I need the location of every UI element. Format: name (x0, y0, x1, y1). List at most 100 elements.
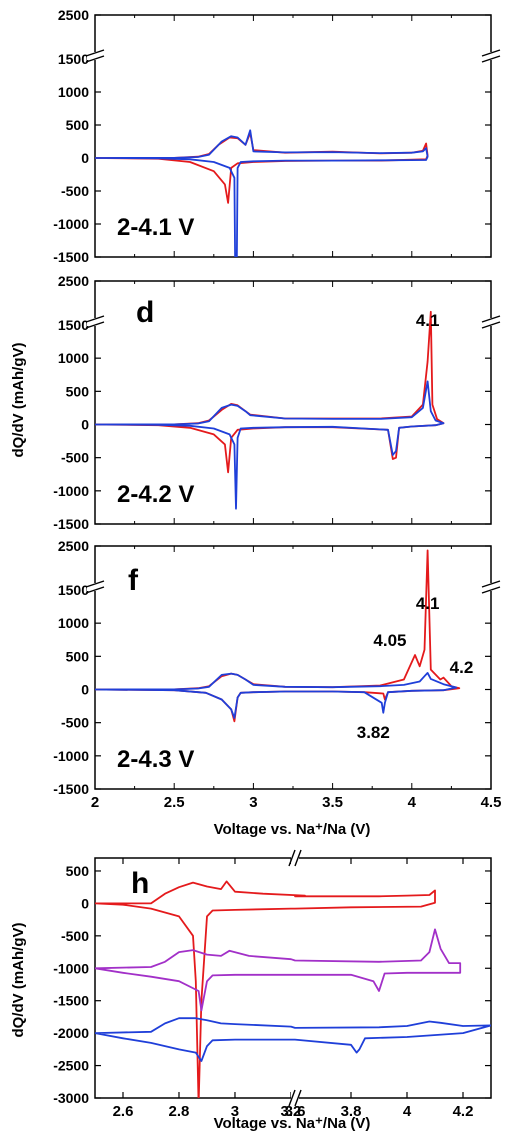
axis-break-gap (291, 1090, 299, 1106)
y-tick-label: 1500 (58, 51, 89, 67)
y-axis-title-h: dQ/dV (mAh/gV) (10, 923, 27, 1038)
x-tick-label: 2.8 (169, 1103, 190, 1120)
x-tick-label: 4.5 (481, 794, 502, 811)
axis-break-mark (294, 849, 302, 867)
axis-break-mark (85, 586, 105, 594)
axis-break-mark (481, 321, 501, 329)
y-tick-label: -1000 (53, 216, 89, 232)
panel-h-curves (95, 880, 491, 1098)
x-tick-label: 4 (408, 794, 417, 811)
axis-break-gap (291, 850, 299, 866)
axis-break-gap (483, 583, 499, 591)
y-tick-label: -1000 (53, 483, 89, 499)
x-axis-title-top: Voltage vs. Na⁺/Na (V) (214, 821, 371, 838)
x-tick-label: 4 (403, 1103, 412, 1120)
axis-break-mark (481, 315, 501, 323)
peak-label: 4.1 (416, 311, 440, 330)
axis-break-mark (481, 55, 501, 63)
axis-break-mark (85, 49, 105, 57)
peak-label: 3.82 (357, 723, 390, 742)
x-tick-label: 4.2 (453, 1103, 474, 1120)
peak-label: 4.1 (416, 594, 440, 613)
curve-layer (95, 129, 491, 1098)
axis-break-mark (288, 849, 296, 867)
y-tick-label: 1500 (58, 582, 89, 598)
panel-letter-f: f (128, 564, 139, 597)
axis-break-mark (481, 49, 501, 57)
axis-break-layer (85, 49, 501, 1107)
range-label: 2-4.1 V (117, 214, 194, 241)
series-blue-line (95, 672, 458, 719)
x-tick-label: 3.8 (341, 1103, 362, 1120)
y-tick-label: 2500 (58, 538, 89, 554)
y-tick-label: 1000 (58, 84, 89, 100)
y-tick-label: -3000 (53, 1090, 89, 1106)
y-tick-label: -1500 (53, 516, 89, 532)
y-tick-label: 1000 (58, 615, 89, 631)
axis-break-mark (85, 55, 105, 63)
y-tick-label: -500 (61, 928, 89, 944)
x-tick-label: 2 (91, 794, 99, 811)
y-tick-label: 1500 (58, 317, 89, 333)
tick-layer: -1500-1000-5000500100015002500-1500-1000… (53, 7, 501, 1120)
axis-break-gap (483, 52, 499, 60)
y-tick-label: -1000 (53, 960, 89, 976)
y-tick-label: 0 (81, 150, 89, 166)
y-tick-label: -1500 (53, 249, 89, 265)
panel-d-curves (95, 310, 445, 510)
panel-letter-d: d (136, 296, 154, 329)
y-tick-label: 2500 (58, 7, 89, 23)
x-tick-label: 3.2 (281, 1103, 302, 1120)
axis-break-mark (85, 315, 105, 323)
panel-b-curves (95, 129, 429, 257)
y-tick-label: -1500 (53, 993, 89, 1009)
panel-letter-h: h (131, 867, 149, 900)
x-tick-label: 3 (249, 794, 257, 811)
y-tick-label: -2500 (53, 1058, 89, 1074)
x-tick-label: 3.5 (322, 794, 343, 811)
x-tick-label: 2.5 (164, 794, 185, 811)
y-tick-label: -1000 (53, 748, 89, 764)
y-tick-label: 1000 (58, 350, 89, 366)
series-red-line (95, 132, 429, 204)
peak-label: 4.05 (373, 631, 406, 650)
axis-break-gap (87, 583, 103, 591)
series-blue-line (95, 129, 429, 257)
y-tick-label: 2500 (58, 273, 89, 289)
axis-break-mark (85, 321, 105, 329)
axis-break-mark (85, 580, 105, 588)
range-label: 2-4.2 V (117, 481, 194, 508)
axis-break-mark (481, 586, 501, 594)
y-tick-label: -2000 (53, 1025, 89, 1041)
axis-break-gap (483, 318, 499, 326)
axis-break-mark (294, 1089, 302, 1107)
panel-f-curves (95, 549, 461, 723)
range-label: 2-4.3 V (117, 746, 194, 773)
axis-break-mark (288, 1089, 296, 1107)
axis-break-gap (87, 52, 103, 60)
y-tick-label: 500 (66, 648, 90, 664)
x-axis-title-h: Voltage vs. Na⁺/Na (V) (214, 1115, 371, 1132)
series-red-line (95, 880, 436, 1098)
y-tick-label: 0 (81, 417, 89, 433)
label-layer: 2-4.1 V 2-4.2 V 4.1 2-4.3 V 4.1 4.05 4.2 3.82 (117, 214, 473, 773)
y-tick-label: 0 (81, 682, 89, 698)
y-tick-label: 0 (81, 895, 89, 911)
series-blue-line (95, 380, 445, 510)
series-blue-line (95, 1017, 491, 1062)
x-tick-label: 3.6 (285, 1103, 306, 1120)
y-axis-title-top: dQ/dV (mAh/gV) (10, 343, 27, 458)
y-tick-label: 500 (66, 383, 90, 399)
x-tick-label: 2.6 (113, 1103, 134, 1120)
axis-break-mark (481, 580, 501, 588)
x-tick-label: 3 (231, 1103, 239, 1120)
series-purple-line (95, 928, 462, 1012)
y-tick-label: 500 (66, 863, 90, 879)
y-tick-label: -1500 (53, 781, 89, 797)
peak-label: 4.2 (450, 658, 474, 677)
axis-break-gap (87, 318, 103, 326)
y-tick-label: -500 (61, 715, 89, 731)
y-tick-label: -500 (61, 450, 89, 466)
y-tick-label: -500 (61, 183, 89, 199)
